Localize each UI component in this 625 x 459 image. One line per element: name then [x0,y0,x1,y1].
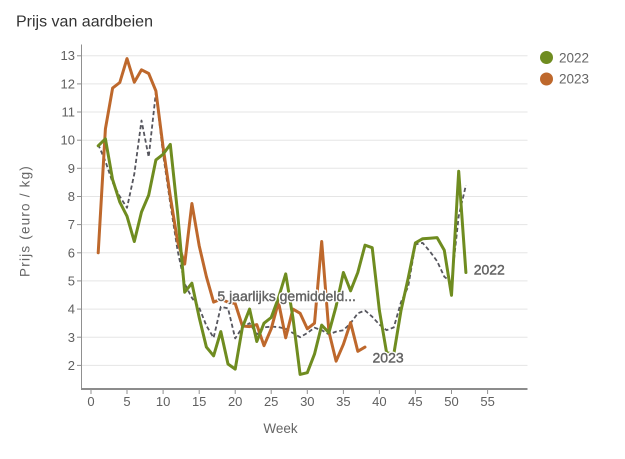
svg-text:10: 10 [156,394,170,409]
svg-text:4: 4 [68,302,75,317]
svg-text:0: 0 [87,394,94,409]
svg-text:8: 8 [68,189,75,204]
svg-text:Prijs (euro / kg): Prijs (euro / kg) [17,165,32,277]
svg-text:25: 25 [264,394,278,409]
svg-text:5: 5 [68,273,75,288]
svg-text:55: 55 [480,394,494,409]
svg-text:40: 40 [372,394,386,409]
svg-text:2023: 2023 [373,350,404,366]
svg-text:20: 20 [228,394,242,409]
svg-text:35: 35 [336,394,350,409]
svg-text:5 jaarlijks gemiddeld...: 5 jaarlijks gemiddeld... [217,288,356,304]
svg-text:7: 7 [68,217,75,232]
svg-text:12: 12 [61,76,75,91]
svg-text:Prijs van aardbeien: Prijs van aardbeien [16,14,153,31]
svg-text:2022: 2022 [474,262,505,278]
svg-text:5: 5 [123,394,130,409]
svg-text:15: 15 [192,394,206,409]
svg-text:11: 11 [62,105,76,120]
svg-text:50: 50 [444,394,458,409]
svg-text:2022: 2022 [474,262,505,278]
svg-text:2: 2 [68,358,75,373]
svg-text:2023: 2023 [559,72,589,87]
svg-text:13: 13 [61,48,75,63]
svg-text:45: 45 [408,394,422,409]
svg-text:3: 3 [68,330,75,345]
svg-text:9: 9 [68,161,75,176]
svg-text:Week: Week [263,421,298,436]
svg-text:30: 30 [300,394,314,409]
svg-text:2022: 2022 [559,50,589,65]
svg-text:2023: 2023 [373,350,404,366]
svg-text:5 jaarlijks gemiddeld...: 5 jaarlijks gemiddeld... [217,288,356,304]
svg-text:6: 6 [68,245,75,260]
svg-text:10: 10 [61,133,75,148]
